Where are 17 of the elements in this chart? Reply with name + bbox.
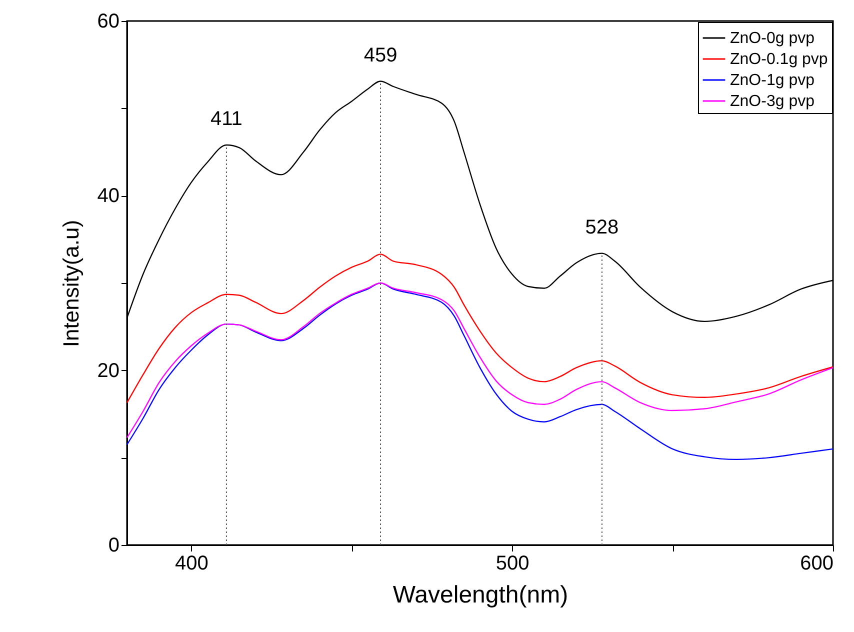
annotation: 459 <box>364 44 398 66</box>
y-tick-label: 40 <box>97 185 120 208</box>
annotation: 411 <box>210 108 242 130</box>
y-tick-label: 20 <box>97 360 120 382</box>
x-tick-label: 500 <box>496 552 530 574</box>
x-tick-label: 400 <box>174 552 208 574</box>
legend-label: ZnO-1g pvp <box>730 72 815 89</box>
y-tick-label: 0 <box>108 534 120 556</box>
annotation: 528 <box>585 216 619 238</box>
legend-label: ZnO-0g pvp <box>730 30 815 47</box>
y-tick-label: 60 <box>97 10 120 32</box>
x-axis-title: Wavelength(nm) <box>392 582 568 608</box>
legend-label: ZnO-0.1g pvp <box>730 51 828 68</box>
legend-label: ZnO-3g pvp <box>730 93 815 110</box>
x-tick-label: 600 <box>800 552 834 574</box>
line-series <box>126 254 834 404</box>
y-axis-title: Intensity(a.u) <box>58 220 84 348</box>
